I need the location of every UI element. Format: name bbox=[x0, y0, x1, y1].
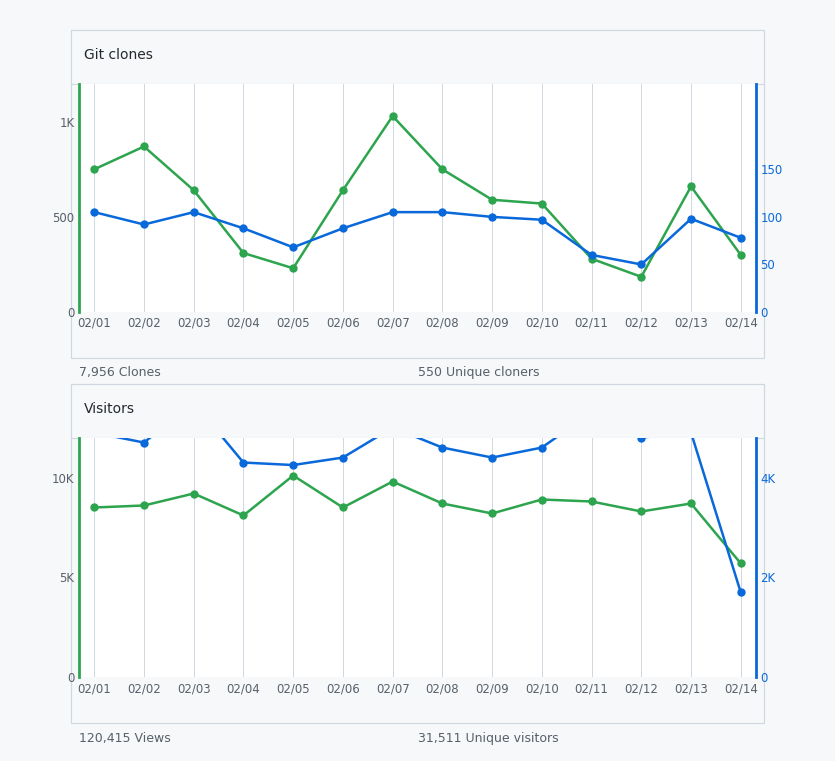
Text: Visitors: Visitors bbox=[84, 402, 134, 416]
Text: 550 Unique cloners: 550 Unique cloners bbox=[418, 366, 539, 380]
Text: 120,415 Views: 120,415 Views bbox=[79, 731, 171, 745]
Text: 7,956 Clones: 7,956 Clones bbox=[79, 366, 161, 380]
Text: 31,511 Unique visitors: 31,511 Unique visitors bbox=[418, 731, 558, 745]
Text: Git clones: Git clones bbox=[84, 48, 152, 62]
